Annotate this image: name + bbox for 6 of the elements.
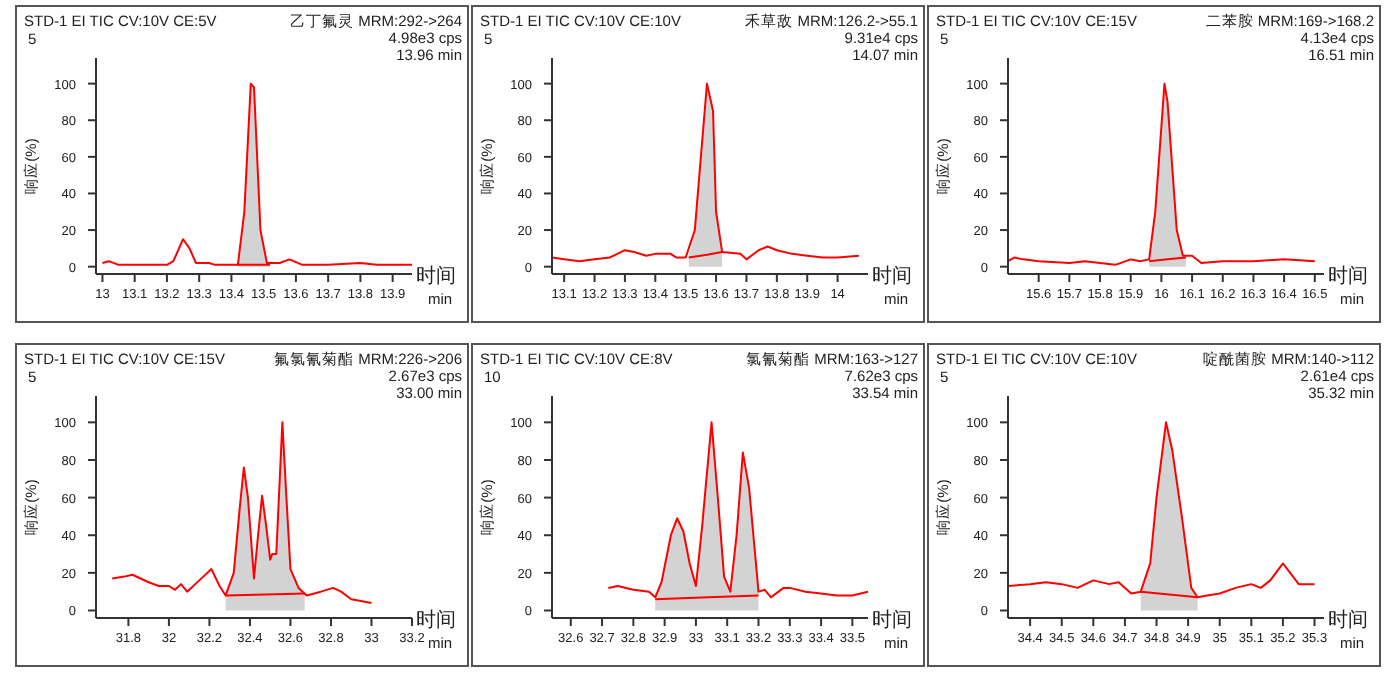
x-axis-title: 时间 (1328, 608, 1368, 632)
x-axis-title: 时间 (1328, 264, 1368, 288)
x-axis-title: 时间 (416, 608, 456, 632)
x-axis-title: 时间 (872, 608, 912, 632)
x-axis-title: 时间 (872, 264, 912, 288)
x-axis-title: 时间 (416, 264, 456, 288)
